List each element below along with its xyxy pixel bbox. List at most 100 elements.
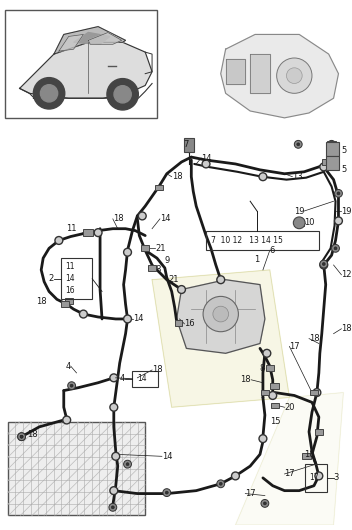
Text: 16: 16 bbox=[184, 320, 195, 329]
Circle shape bbox=[111, 506, 114, 509]
Bar bbox=[315, 429, 323, 435]
Text: 16: 16 bbox=[65, 286, 74, 295]
Text: 15: 15 bbox=[270, 418, 280, 427]
Circle shape bbox=[277, 58, 312, 93]
Circle shape bbox=[124, 460, 131, 468]
Bar bbox=[132, 371, 158, 387]
Bar bbox=[322, 158, 331, 165]
Polygon shape bbox=[226, 59, 245, 84]
Bar bbox=[206, 231, 319, 250]
Circle shape bbox=[18, 433, 25, 440]
Bar bbox=[5, 10, 157, 118]
Polygon shape bbox=[152, 270, 289, 407]
Text: 8: 8 bbox=[155, 266, 161, 275]
Text: 9: 9 bbox=[165, 255, 170, 264]
Circle shape bbox=[315, 472, 323, 480]
Circle shape bbox=[63, 416, 71, 424]
Text: 11: 11 bbox=[65, 262, 74, 271]
Circle shape bbox=[110, 487, 118, 494]
Text: 6: 6 bbox=[270, 246, 275, 255]
Circle shape bbox=[330, 143, 333, 146]
Circle shape bbox=[107, 78, 138, 110]
Circle shape bbox=[126, 463, 129, 466]
Circle shape bbox=[33, 77, 65, 109]
Text: 19: 19 bbox=[294, 207, 304, 216]
Text: 18: 18 bbox=[172, 172, 182, 181]
Circle shape bbox=[334, 217, 342, 225]
Circle shape bbox=[320, 260, 328, 268]
Polygon shape bbox=[20, 42, 152, 98]
Polygon shape bbox=[221, 34, 339, 118]
Circle shape bbox=[138, 212, 146, 220]
Text: 10: 10 bbox=[304, 218, 315, 227]
Circle shape bbox=[213, 306, 228, 322]
Text: 17: 17 bbox=[289, 342, 300, 351]
Circle shape bbox=[337, 192, 340, 195]
Circle shape bbox=[320, 261, 328, 269]
Bar bbox=[326, 156, 339, 170]
Circle shape bbox=[293, 217, 305, 229]
Text: 14: 14 bbox=[162, 452, 172, 461]
Text: 1: 1 bbox=[254, 255, 260, 264]
Circle shape bbox=[110, 403, 118, 411]
Circle shape bbox=[202, 160, 210, 168]
Bar bbox=[155, 184, 163, 190]
Bar bbox=[148, 265, 156, 271]
Circle shape bbox=[334, 247, 337, 250]
Bar bbox=[261, 390, 269, 395]
Circle shape bbox=[232, 472, 239, 480]
Circle shape bbox=[163, 489, 171, 497]
Bar bbox=[271, 403, 279, 408]
Circle shape bbox=[263, 502, 266, 505]
Circle shape bbox=[269, 392, 277, 400]
Text: 17: 17 bbox=[245, 489, 256, 498]
Circle shape bbox=[217, 480, 225, 488]
Bar bbox=[175, 320, 182, 326]
Circle shape bbox=[124, 249, 131, 256]
Polygon shape bbox=[59, 34, 83, 51]
Polygon shape bbox=[74, 32, 110, 45]
Bar bbox=[61, 258, 92, 299]
Circle shape bbox=[259, 173, 267, 181]
Circle shape bbox=[112, 453, 120, 460]
Circle shape bbox=[332, 244, 339, 252]
Circle shape bbox=[287, 68, 302, 84]
Text: 21: 21 bbox=[169, 275, 179, 284]
Text: 14: 14 bbox=[201, 154, 212, 163]
Text: 19: 19 bbox=[341, 207, 352, 216]
Circle shape bbox=[165, 491, 168, 494]
Polygon shape bbox=[235, 393, 343, 525]
Polygon shape bbox=[250, 54, 270, 93]
Circle shape bbox=[109, 504, 117, 511]
Text: 5: 5 bbox=[341, 146, 347, 155]
Circle shape bbox=[68, 382, 76, 390]
Text: 14: 14 bbox=[160, 215, 170, 223]
Circle shape bbox=[124, 315, 131, 323]
Bar bbox=[141, 245, 149, 251]
Polygon shape bbox=[177, 280, 265, 354]
Circle shape bbox=[334, 189, 342, 197]
Text: 18: 18 bbox=[27, 430, 38, 439]
Text: 12: 12 bbox=[341, 270, 352, 279]
Circle shape bbox=[20, 435, 23, 438]
Text: 11: 11 bbox=[66, 224, 76, 233]
Polygon shape bbox=[54, 26, 126, 54]
Text: 14: 14 bbox=[133, 314, 144, 323]
Circle shape bbox=[18, 433, 25, 440]
Circle shape bbox=[217, 276, 225, 284]
Circle shape bbox=[298, 222, 301, 224]
Bar bbox=[83, 229, 93, 236]
Text: 2: 2 bbox=[49, 274, 54, 283]
Circle shape bbox=[70, 384, 73, 387]
Text: 5: 5 bbox=[341, 165, 347, 174]
Bar bbox=[295, 220, 304, 226]
Circle shape bbox=[294, 140, 302, 148]
Bar bbox=[305, 464, 327, 492]
Circle shape bbox=[177, 286, 186, 294]
Circle shape bbox=[263, 349, 271, 357]
Circle shape bbox=[259, 435, 267, 443]
Bar bbox=[65, 298, 73, 304]
Text: 18: 18 bbox=[341, 324, 352, 333]
Text: 3: 3 bbox=[334, 473, 339, 482]
Circle shape bbox=[322, 262, 325, 266]
